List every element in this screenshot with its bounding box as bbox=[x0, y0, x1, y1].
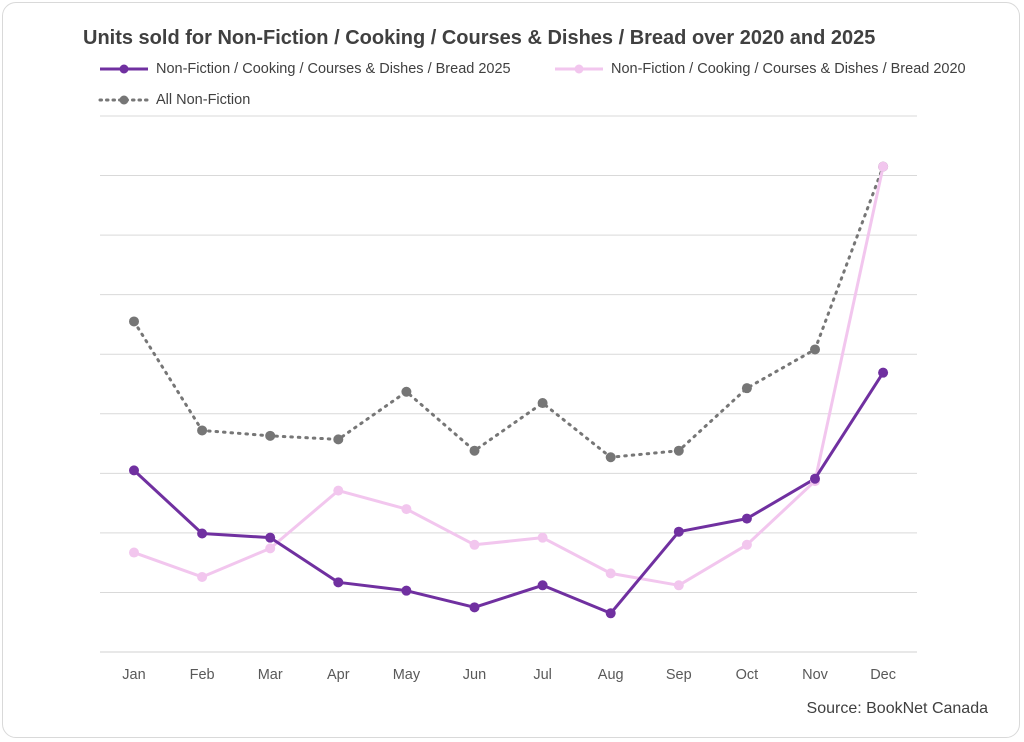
x-axis-tick-labels: Jan Feb Mar Apr May Jun Jul Aug Sep Oct Nov Dec bbox=[122, 667, 896, 683]
legend-item-2025: Non-Fiction / Cooking / Courses & Dishes… bbox=[98, 61, 511, 77]
legend-marker-2025 bbox=[100, 64, 148, 74]
data-point bbox=[129, 547, 139, 558]
data-point bbox=[537, 398, 548, 409]
x-tick-label: Dec bbox=[870, 667, 896, 683]
x-tick-label: May bbox=[393, 667, 421, 683]
data-point bbox=[741, 539, 752, 550]
series-points bbox=[129, 161, 889, 619]
legend-label-2025: Non-Fiction / Cooking / Courses & Dishes… bbox=[156, 61, 511, 77]
data-point bbox=[197, 425, 208, 436]
data-point bbox=[333, 485, 344, 496]
x-tick-label: Oct bbox=[736, 667, 759, 683]
data-point bbox=[469, 539, 480, 550]
legend-item-2020: Non-Fiction / Cooking / Courses & Dishes… bbox=[553, 61, 966, 77]
legend-item-all-non-fiction: All Non-Fiction bbox=[98, 92, 250, 108]
x-tick-label: Feb bbox=[190, 667, 215, 683]
data-point bbox=[265, 532, 276, 543]
data-point bbox=[333, 577, 344, 588]
data-point bbox=[878, 161, 889, 172]
x-tick-label: Sep bbox=[666, 667, 692, 683]
data-point bbox=[469, 445, 480, 456]
source-note: Source: BookNet Canada bbox=[806, 700, 988, 717]
chart-title: Units sold for Non-Fiction / Cooking / C… bbox=[83, 27, 876, 49]
data-point bbox=[673, 445, 684, 456]
data-point bbox=[333, 434, 344, 445]
x-tick-label: Aug bbox=[598, 667, 624, 683]
legend-label-all-non-fiction: All Non-Fiction bbox=[156, 92, 251, 108]
data-point bbox=[469, 602, 480, 613]
legend-marker-all-non-fiction bbox=[98, 95, 150, 105]
data-point bbox=[265, 543, 276, 554]
series-lines bbox=[132, 165, 885, 615]
data-point bbox=[401, 585, 412, 596]
x-tick-label: Apr bbox=[327, 667, 350, 683]
data-point bbox=[197, 571, 208, 582]
data-point bbox=[401, 386, 412, 397]
data-point bbox=[605, 608, 616, 619]
x-tick-label: Nov bbox=[802, 667, 829, 683]
data-point bbox=[129, 465, 139, 476]
legend-label-2020: Non-Fiction / Cooking / Courses & Dishes… bbox=[611, 61, 966, 77]
x-tick-label: Mar bbox=[258, 667, 283, 683]
data-point bbox=[741, 383, 752, 394]
x-tick-label: Jan bbox=[122, 667, 145, 683]
data-point bbox=[197, 528, 208, 539]
legend-marker-2020 bbox=[555, 64, 603, 74]
series-line bbox=[132, 165, 885, 459]
data-point bbox=[401, 504, 412, 515]
data-point bbox=[537, 580, 548, 591]
series-line bbox=[133, 166, 885, 587]
data-point bbox=[810, 344, 820, 355]
data-point bbox=[129, 316, 139, 327]
data-point bbox=[810, 473, 820, 484]
data-point bbox=[741, 513, 752, 524]
data-point bbox=[605, 568, 616, 579]
data-point bbox=[265, 430, 276, 441]
data-point bbox=[673, 526, 684, 537]
data-point bbox=[878, 367, 889, 378]
series-line bbox=[132, 371, 885, 615]
gridlines bbox=[100, 115, 917, 653]
data-point bbox=[673, 580, 684, 591]
x-tick-label: Jun bbox=[463, 667, 486, 683]
data-point bbox=[537, 532, 548, 543]
x-tick-label: Jul bbox=[533, 667, 552, 683]
data-point bbox=[605, 452, 616, 463]
